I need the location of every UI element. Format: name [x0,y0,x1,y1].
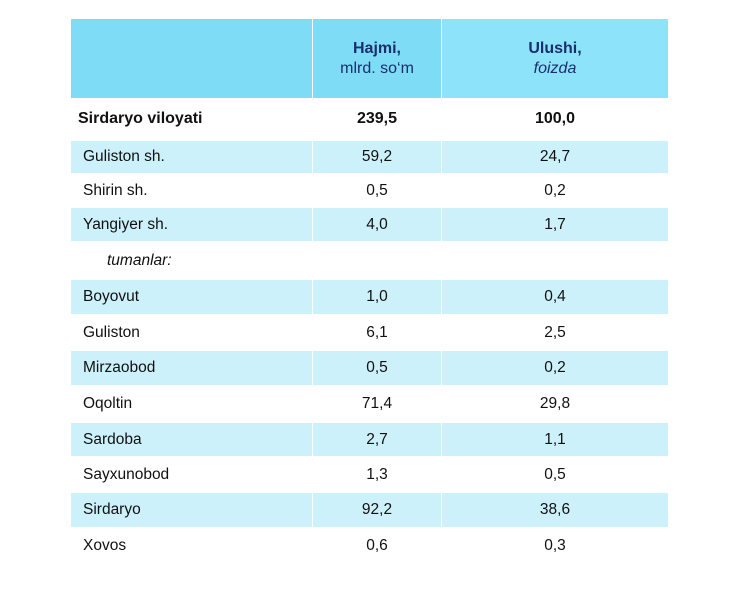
volume-value [312,243,441,280]
volume-value: 0,5 [312,175,441,208]
region-name: Xovos [71,529,312,564]
share-value: 0,5 [441,458,668,493]
region-name: Shirin sh. [71,175,312,208]
region-name: Sirdaryo viloyati [71,99,312,141]
share-value: 0,2 [441,351,668,387]
share-value: 2,5 [441,316,668,351]
header-share-title: Ulushi, [528,39,582,57]
table-row: Sirdaryo 92,2 38,6 [71,493,668,529]
region-name: Oqoltin [71,387,312,423]
table-header: Hajmi, mlrd. so‘m Ulushi, foizda [71,19,668,99]
share-value: 0,4 [441,280,668,316]
table-row: Sayxunobod 1,3 0,5 [71,458,668,493]
share-value: 1,1 [441,423,668,458]
volume-value: 71,4 [312,387,441,423]
share-value: 0,2 [441,175,668,208]
table-row: Guliston 6,1 2,5 [71,316,668,351]
region-name: Sardoba [71,423,312,458]
header-share: Ulushi, foizda [441,19,668,99]
table-row: Xovos 0,6 0,3 [71,529,668,564]
table-row: Boyovut 1,0 0,4 [71,280,668,316]
table-body: Sirdaryo viloyati 239,5 100,0 Guliston s… [71,99,668,564]
total-row: Sirdaryo viloyati 239,5 100,0 [71,99,668,141]
volume-value: 1,3 [312,458,441,493]
region-name: Sirdaryo [71,493,312,529]
volume-value: 239,5 [312,99,441,141]
volume-value: 6,1 [312,316,441,351]
volume-value: 92,2 [312,493,441,529]
share-value [441,243,668,280]
volume-value: 1,0 [312,280,441,316]
region-name: Guliston sh. [71,141,312,175]
header-volume-unit: mlrd. so‘m [340,59,414,77]
region-name: Boyovut [71,280,312,316]
table-row: Mirzaobod 0,5 0,2 [71,351,668,387]
volume-value: 0,6 [312,529,441,564]
table-row: Guliston sh. 59,2 24,7 [71,141,668,175]
subheader-row: tumanlar: [71,243,668,280]
share-value: 0,3 [441,529,668,564]
region-name: Sayxunobod [71,458,312,493]
data-table: Hajmi, mlrd. so‘m Ulushi, foizda Sirdary… [71,19,668,564]
share-value: 1,7 [441,208,668,243]
volume-value: 4,0 [312,208,441,243]
region-name: Mirzaobod [71,351,312,387]
share-value: 24,7 [441,141,668,175]
table-row: Sardoba 2,7 1,1 [71,423,668,458]
header-row: Hajmi, mlrd. so‘m Ulushi, foizda [71,19,668,99]
region-name: Yangiyer sh. [71,208,312,243]
share-value: 29,8 [441,387,668,423]
table-row: Oqoltin 71,4 29,8 [71,387,668,423]
share-value: 38,6 [441,493,668,529]
header-volume: Hajmi, mlrd. so‘m [312,19,441,99]
region-name: Guliston [71,316,312,351]
header-volume-title: Hajmi, [352,39,401,57]
volume-value: 0,5 [312,351,441,387]
volume-value: 2,7 [312,423,441,458]
table-row: Yangiyer sh. 4,0 1,7 [71,208,668,243]
districts-label: tumanlar: [71,243,312,280]
table-row: Shirin sh. 0,5 0,2 [71,175,668,208]
header-region [71,19,312,99]
share-value: 100,0 [441,99,668,141]
volume-value: 59,2 [312,141,441,175]
header-share-unit: foizda [533,59,577,77]
